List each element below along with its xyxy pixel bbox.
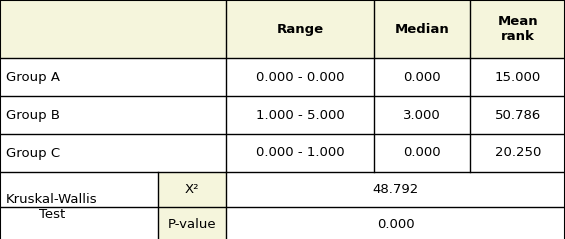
Bar [0,0,226,58]
Bar [470,96,565,134]
Bar [158,207,226,239]
Text: Mean
rank: Mean rank [498,15,538,43]
Text: 50.786: 50.786 [495,109,541,121]
Bar [226,207,565,239]
Bar [470,134,565,172]
Bar [226,58,374,96]
Bar [226,172,565,207]
Bar [470,0,565,58]
Text: P-value: P-value [168,218,216,231]
Text: 1.000 - 5.000: 1.000 - 5.000 [255,109,345,121]
Text: 0.000: 0.000 [403,147,441,159]
Bar [374,58,470,96]
Bar [158,172,226,207]
Text: Group C: Group C [6,147,60,159]
Bar [0,134,226,172]
Text: 3.000: 3.000 [403,109,441,121]
Text: 0.000: 0.000 [403,71,441,83]
Text: Median: Median [394,22,449,36]
Text: 0.000: 0.000 [377,218,414,231]
Text: X²: X² [185,183,199,196]
Bar [374,96,470,134]
Text: 15.000: 15.000 [495,71,541,83]
Bar [470,58,565,96]
Text: 48.792: 48.792 [372,183,419,196]
Bar [226,0,374,58]
Text: Kruskal-Wallis
Test: Kruskal-Wallis Test [6,193,98,221]
Text: 0.000 - 0.000: 0.000 - 0.000 [256,71,344,83]
Text: Group B: Group B [6,109,60,121]
Text: Range: Range [276,22,324,36]
Bar [0,172,158,239]
Bar [226,134,374,172]
Bar [0,96,226,134]
Text: 20.250: 20.250 [495,147,541,159]
Text: 0.000 - 1.000: 0.000 - 1.000 [256,147,344,159]
Bar [374,134,470,172]
Bar [374,0,470,58]
Bar [226,96,374,134]
Text: Group A: Group A [6,71,60,83]
Bar [0,58,226,96]
